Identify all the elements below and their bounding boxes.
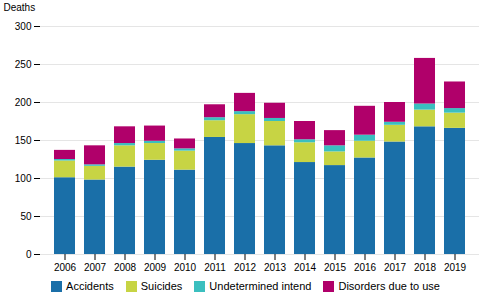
svg-text:2006: 2006 bbox=[54, 262, 77, 273]
html-text:Accidents: Accidents bbox=[66, 280, 114, 292]
svg-text:2018: 2018 bbox=[414, 262, 437, 273]
svg-text:2008: 2008 bbox=[114, 262, 137, 273]
svg-text:2019: 2019 bbox=[444, 262, 467, 273]
svg-text:2012: 2012 bbox=[234, 262, 257, 273]
html-text:Undetermined intend: Undetermined intend bbox=[209, 280, 312, 292]
svg-text:2009: 2009 bbox=[144, 262, 167, 273]
html-text:Suicides: Suicides bbox=[140, 280, 183, 292]
svg-text:0: 0 bbox=[26, 249, 32, 260]
svg-text:50: 50 bbox=[20, 211, 32, 222]
svg-text:2016: 2016 bbox=[354, 262, 377, 273]
svg-text:Deaths: Deaths bbox=[4, 2, 36, 13]
svg-text:150: 150 bbox=[15, 135, 32, 146]
svg-text:2011: 2011 bbox=[204, 262, 226, 273]
svg-text:2007: 2007 bbox=[84, 262, 107, 273]
svg-text:2013: 2013 bbox=[264, 262, 287, 273]
html-text:Disorders due to use: Disorders due to use bbox=[338, 280, 440, 292]
svg-text:2017: 2017 bbox=[384, 262, 407, 273]
svg-text:200: 200 bbox=[15, 97, 32, 108]
svg-text:2010: 2010 bbox=[174, 262, 197, 273]
svg-text:2015: 2015 bbox=[324, 262, 347, 273]
svg-text:2014: 2014 bbox=[294, 262, 317, 273]
svg-text:250: 250 bbox=[15, 59, 32, 70]
svg-text:300: 300 bbox=[15, 21, 32, 32]
svg-text:100: 100 bbox=[15, 173, 32, 184]
